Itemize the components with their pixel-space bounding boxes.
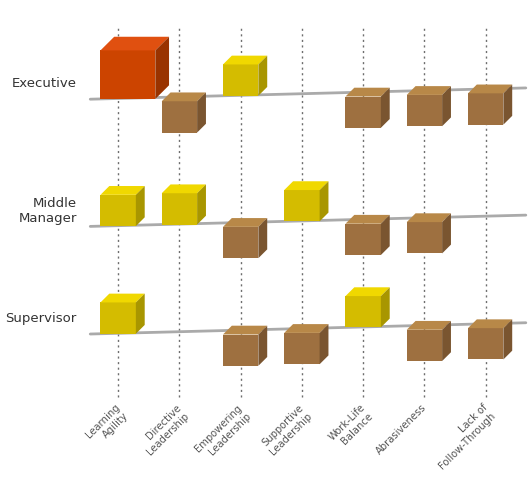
Polygon shape (503, 85, 512, 125)
Text: Learning
Agility: Learning Agility (84, 403, 130, 449)
Polygon shape (223, 218, 267, 227)
Text: Lack of
Follow-Through: Lack of Follow-Through (429, 403, 497, 471)
Polygon shape (468, 328, 503, 360)
Polygon shape (101, 195, 136, 226)
Polygon shape (101, 37, 169, 50)
Polygon shape (407, 330, 442, 361)
Polygon shape (136, 186, 145, 226)
Polygon shape (345, 287, 390, 296)
Polygon shape (407, 222, 442, 254)
Polygon shape (259, 218, 267, 258)
Polygon shape (381, 88, 390, 128)
Text: Executive: Executive (12, 77, 77, 90)
Polygon shape (407, 86, 451, 95)
Polygon shape (442, 86, 451, 126)
Text: Directive
Leadership: Directive Leadership (137, 403, 192, 457)
Polygon shape (284, 324, 328, 333)
Polygon shape (284, 182, 328, 190)
Polygon shape (223, 326, 267, 334)
Polygon shape (345, 96, 381, 128)
Polygon shape (284, 333, 320, 364)
Polygon shape (284, 190, 320, 221)
Polygon shape (162, 101, 197, 133)
Polygon shape (407, 213, 451, 222)
Polygon shape (162, 92, 206, 101)
Polygon shape (442, 213, 451, 254)
Polygon shape (381, 215, 390, 255)
Polygon shape (136, 294, 145, 334)
Polygon shape (223, 227, 259, 258)
Polygon shape (345, 224, 381, 255)
Polygon shape (101, 186, 145, 195)
Polygon shape (320, 324, 328, 364)
Polygon shape (503, 319, 512, 360)
Polygon shape (223, 56, 267, 64)
Polygon shape (162, 193, 197, 225)
Text: Supportive
Leadership: Supportive Leadership (260, 403, 314, 457)
Polygon shape (407, 95, 442, 126)
Text: Abrasiveness: Abrasiveness (374, 403, 428, 456)
Polygon shape (345, 215, 390, 224)
Polygon shape (407, 321, 451, 330)
Polygon shape (468, 85, 512, 93)
Polygon shape (345, 296, 381, 327)
Polygon shape (197, 184, 206, 225)
Polygon shape (259, 56, 267, 96)
Polygon shape (381, 287, 390, 327)
Polygon shape (155, 37, 169, 99)
Text: Supervisor: Supervisor (5, 312, 77, 325)
Polygon shape (223, 334, 259, 366)
Polygon shape (320, 182, 328, 221)
Polygon shape (259, 326, 267, 366)
Polygon shape (223, 64, 259, 96)
Text: Empowering
Leadership: Empowering Leadership (193, 403, 253, 462)
Polygon shape (101, 302, 136, 334)
Polygon shape (345, 88, 390, 96)
Polygon shape (101, 294, 145, 302)
Polygon shape (162, 184, 206, 193)
Polygon shape (442, 321, 451, 361)
Text: Middle
Manager: Middle Manager (18, 197, 77, 225)
Polygon shape (468, 319, 512, 328)
Polygon shape (468, 93, 503, 125)
Polygon shape (101, 50, 155, 99)
Text: Work-Life
Balance: Work-Life Balance (327, 403, 375, 451)
Polygon shape (197, 92, 206, 133)
